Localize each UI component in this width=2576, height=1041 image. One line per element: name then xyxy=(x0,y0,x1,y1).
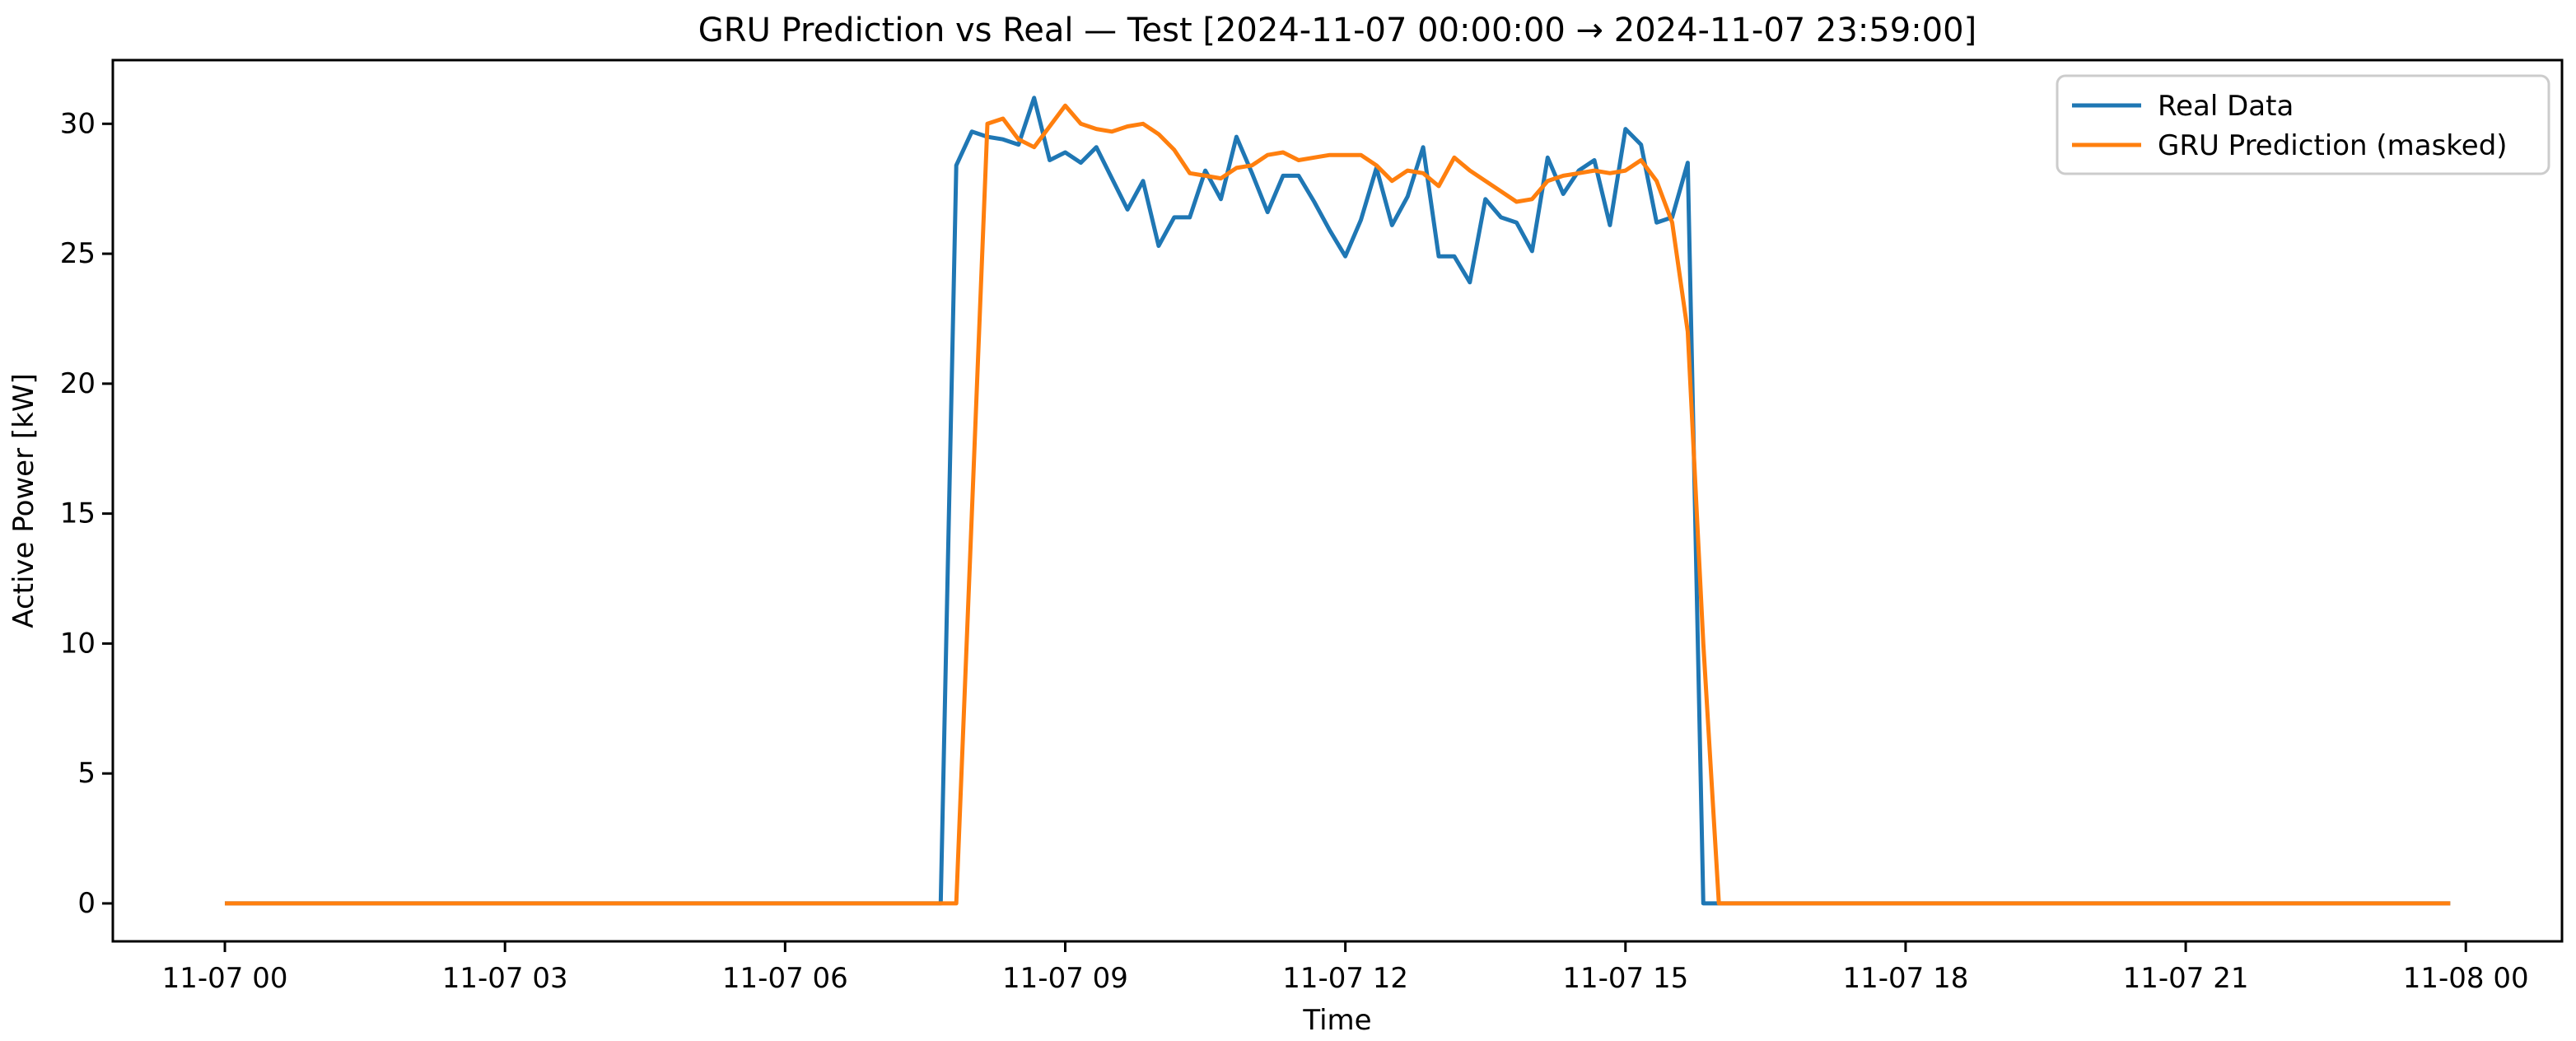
x-tick-label-5: 11-07 15 xyxy=(1562,962,1688,995)
y-tick-label-6: 30 xyxy=(60,107,96,140)
y-tick-label-0: 0 xyxy=(77,887,96,920)
y-tick-label-3: 15 xyxy=(60,497,96,530)
legend-label-real-data: Real Data xyxy=(2158,90,2294,123)
legend-box xyxy=(2056,74,2550,175)
y-tick-label-1: 5 xyxy=(77,757,96,790)
series-line-real-data xyxy=(225,96,2451,906)
x-tick-label-7: 11-07 21 xyxy=(2123,962,2249,995)
y-tick-label-2: 10 xyxy=(60,627,96,660)
axes-frame xyxy=(111,58,2564,943)
x-tick-label-1: 11-07 03 xyxy=(442,962,568,995)
axes: 11-07 00 11-07 03 11-07 06 11-07 09 11-07 12… xyxy=(60,58,2564,995)
x-tick-label-6: 11-07 18 xyxy=(1842,962,1968,995)
chart-title: GRU Prediction vs Real — Test [2024-11-0… xyxy=(698,12,1976,49)
x-tick-label-4: 11-07 12 xyxy=(1282,962,1408,995)
y-tick-label-4: 20 xyxy=(60,367,96,400)
data-series xyxy=(225,96,2451,906)
legend-label-gru-prediction: GRU Prediction (masked) xyxy=(2158,129,2508,162)
x-tick-label-3: 11-07 09 xyxy=(1002,962,1128,995)
y-axis-label: Active Power [kW] xyxy=(7,373,40,628)
series-line-gru-prediction-masked- xyxy=(225,103,2451,906)
x-tick-label-0: 11-07 00 xyxy=(162,962,288,995)
x-axis-label: Time xyxy=(1302,1004,1371,1037)
y-tick-label-5: 25 xyxy=(60,237,96,270)
x-tick-label-2: 11-07 06 xyxy=(722,962,848,995)
x-tick-label-8: 11-08 00 xyxy=(2403,962,2529,995)
legend-frame xyxy=(2056,74,2550,175)
